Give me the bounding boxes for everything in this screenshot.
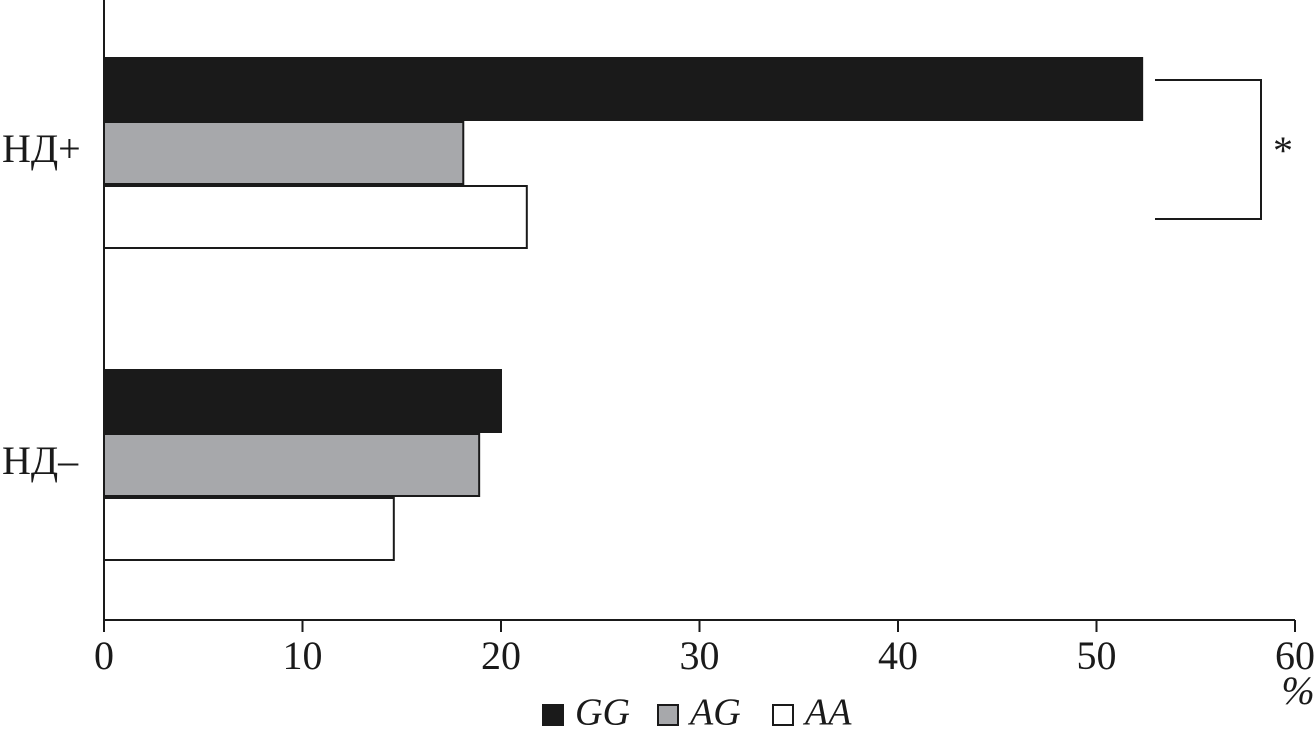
bar bbox=[103, 121, 465, 185]
legend-label: GG bbox=[575, 692, 630, 734]
y-tick-label: НД– bbox=[2, 438, 79, 483]
x-tick-label: 30 bbox=[680, 633, 720, 678]
x-tick-label: 60 bbox=[1275, 633, 1315, 678]
x-tick-label: 40 bbox=[878, 633, 918, 678]
x-tick-label: 10 bbox=[283, 633, 323, 678]
legend-swatch bbox=[772, 704, 794, 726]
legend-swatch bbox=[542, 704, 564, 726]
legend-label: AA bbox=[802, 692, 852, 734]
x-tick-label: 50 bbox=[1077, 633, 1117, 678]
bar bbox=[103, 433, 481, 497]
x-axis-label: % bbox=[1281, 668, 1314, 713]
bar bbox=[103, 497, 395, 561]
y-tick-label: НД+ bbox=[2, 126, 81, 171]
legend-label: AG bbox=[687, 692, 741, 734]
annotation: * bbox=[1273, 128, 1293, 173]
bar bbox=[103, 57, 1144, 121]
significance-bracket bbox=[1155, 79, 1262, 220]
x-tick-label: 0 bbox=[94, 633, 114, 678]
legend-swatch bbox=[657, 704, 679, 726]
bar bbox=[103, 185, 528, 249]
bar bbox=[103, 369, 502, 433]
x-tick-label: 20 bbox=[481, 633, 521, 678]
